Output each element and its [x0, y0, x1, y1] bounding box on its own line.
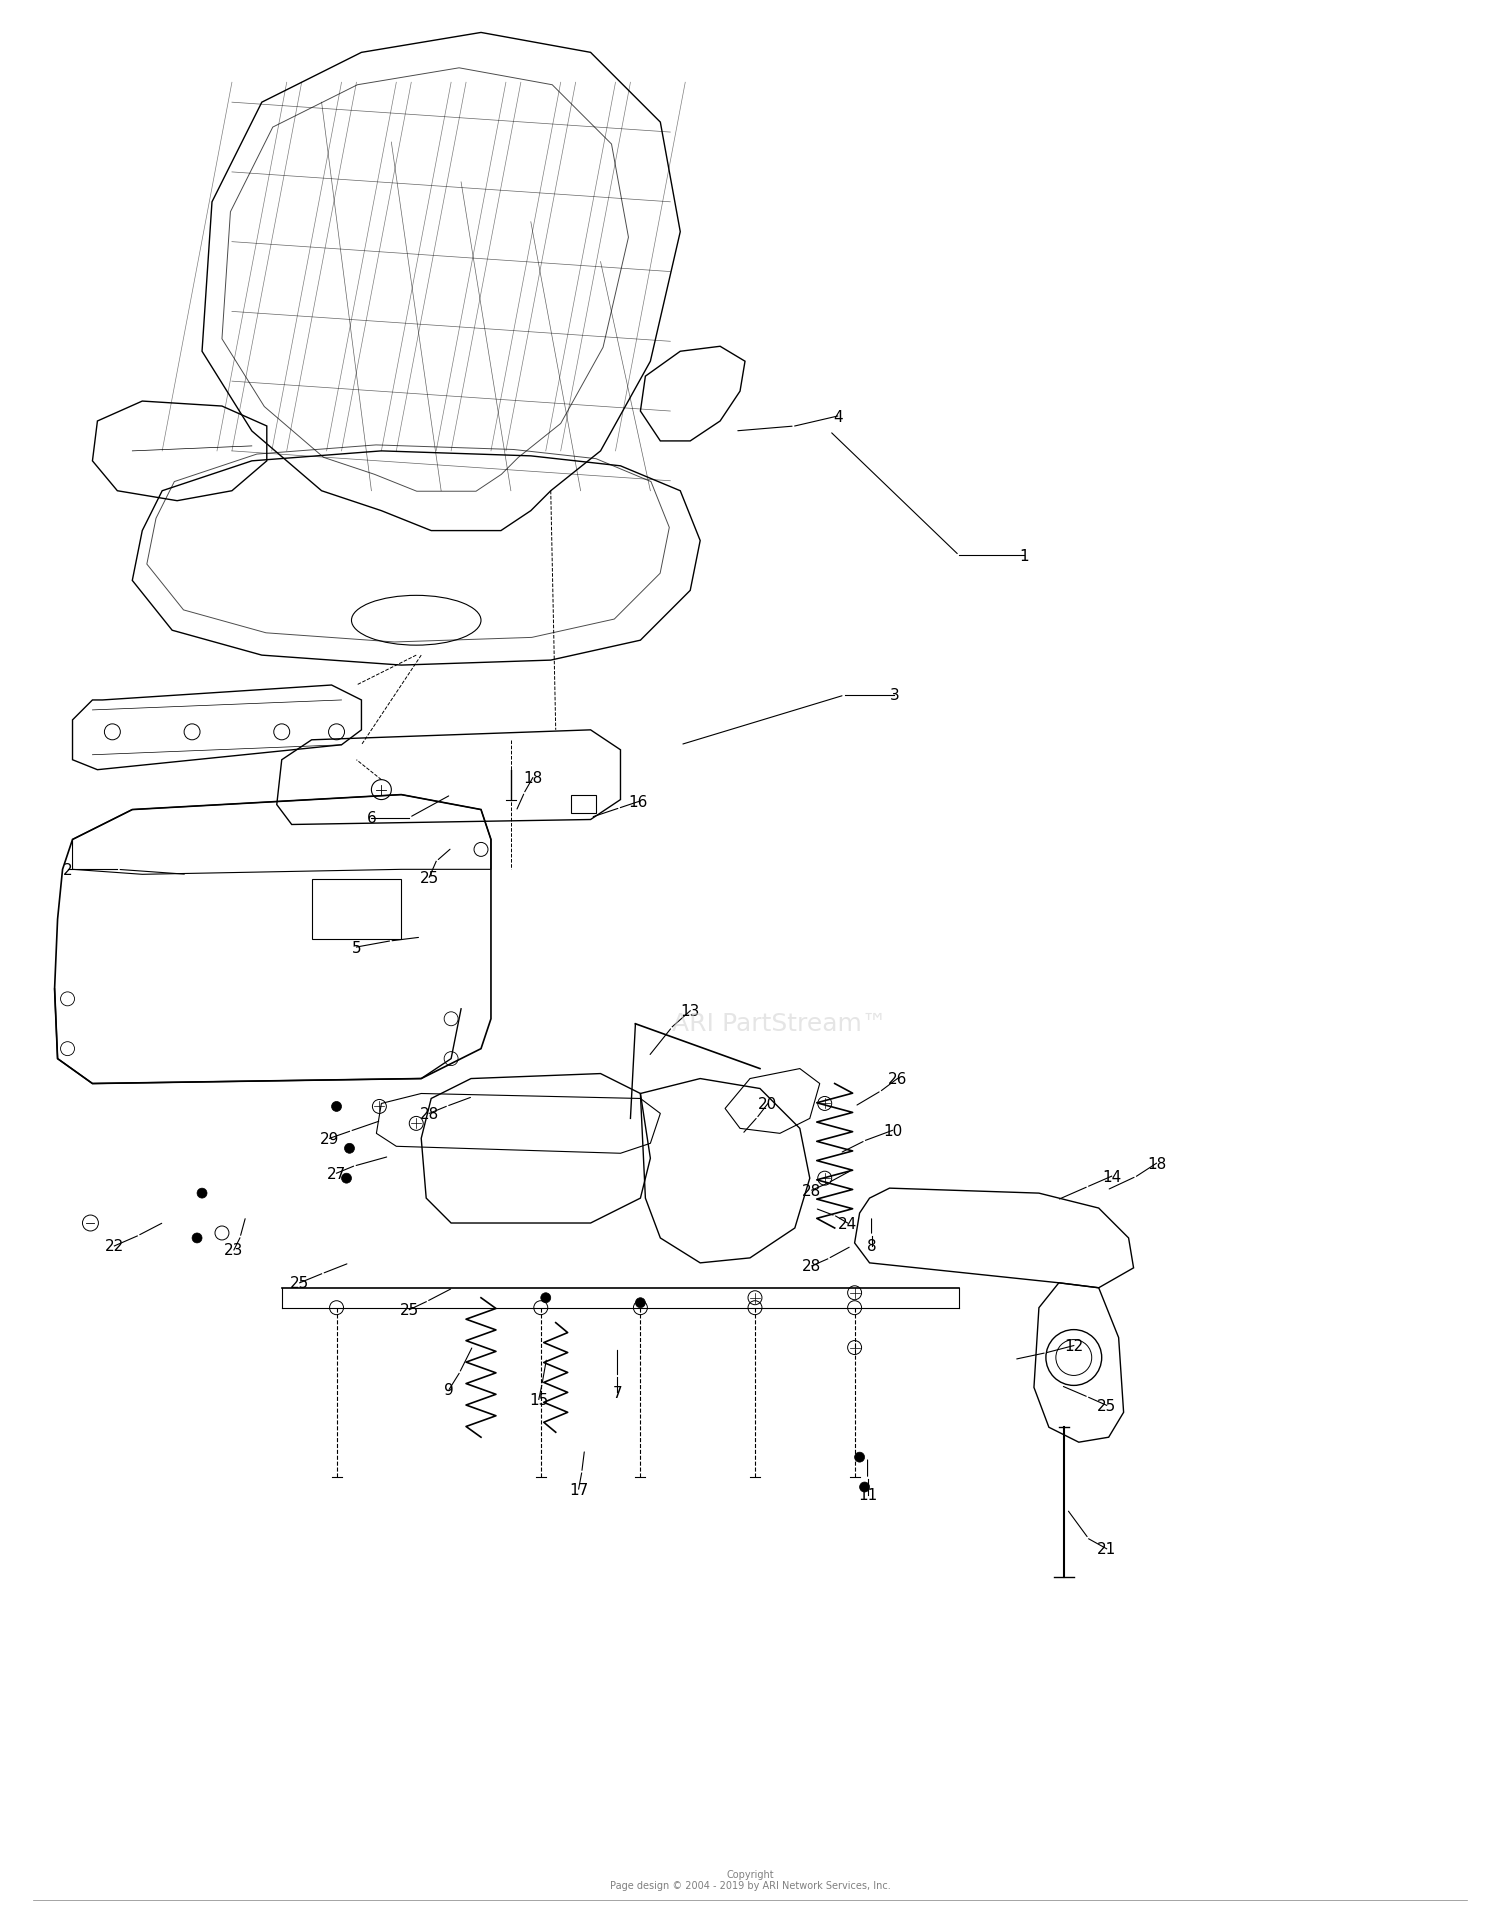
- Text: 15: 15: [530, 1391, 549, 1407]
- Text: 9: 9: [444, 1382, 454, 1397]
- Text: 25: 25: [1096, 1397, 1116, 1413]
- Text: 18: 18: [524, 771, 543, 787]
- Text: ARI PartStream™: ARI PartStream™: [672, 1013, 888, 1035]
- Text: 2: 2: [63, 863, 72, 877]
- Text: 14: 14: [1102, 1169, 1122, 1185]
- Circle shape: [542, 1294, 550, 1303]
- Text: 18: 18: [1148, 1156, 1166, 1171]
- Circle shape: [636, 1298, 645, 1307]
- Text: 4: 4: [833, 410, 843, 425]
- Circle shape: [859, 1481, 870, 1493]
- Text: 8: 8: [867, 1238, 876, 1254]
- Text: 17: 17: [568, 1481, 588, 1497]
- Text: 21: 21: [1096, 1541, 1116, 1556]
- Text: 11: 11: [858, 1487, 877, 1502]
- Text: 5: 5: [351, 940, 361, 955]
- Text: 22: 22: [105, 1238, 125, 1254]
- Text: 16: 16: [628, 794, 648, 810]
- Text: 3: 3: [890, 689, 900, 702]
- Text: 13: 13: [681, 1003, 700, 1018]
- Text: 12: 12: [1064, 1338, 1083, 1353]
- Text: 28: 28: [802, 1183, 822, 1198]
- Circle shape: [196, 1189, 207, 1198]
- Bar: [570, 794, 596, 813]
- Circle shape: [345, 1145, 354, 1154]
- Text: Copyright
Page design © 2004 - 2019 by ARI Network Services, Inc.: Copyright Page design © 2004 - 2019 by A…: [609, 1868, 891, 1891]
- Text: 24: 24: [839, 1215, 858, 1231]
- Text: 23: 23: [224, 1242, 243, 1257]
- Circle shape: [855, 1453, 864, 1462]
- Text: 20: 20: [759, 1097, 777, 1112]
- Text: 1: 1: [1019, 549, 1029, 565]
- Text: 28: 28: [802, 1259, 822, 1273]
- Text: 26: 26: [888, 1072, 908, 1087]
- Text: 6: 6: [366, 812, 376, 825]
- Text: 7: 7: [612, 1386, 622, 1401]
- Text: 10: 10: [884, 1124, 902, 1139]
- Circle shape: [342, 1173, 351, 1183]
- Text: 25: 25: [290, 1275, 309, 1290]
- Text: 29: 29: [320, 1131, 339, 1146]
- Circle shape: [192, 1233, 202, 1244]
- Bar: [312, 880, 402, 940]
- Circle shape: [332, 1102, 342, 1112]
- Text: 25: 25: [420, 871, 440, 886]
- Text: 27: 27: [327, 1166, 346, 1181]
- Text: 25: 25: [399, 1303, 418, 1317]
- Text: 28: 28: [420, 1106, 440, 1122]
